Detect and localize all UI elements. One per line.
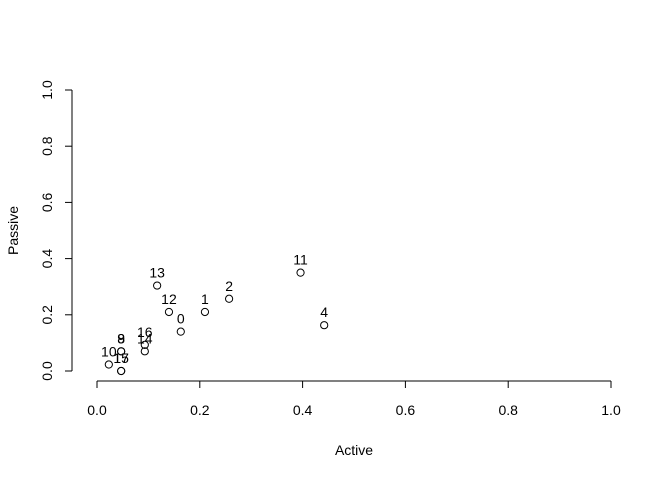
point-label: 9 bbox=[117, 330, 125, 346]
data-point bbox=[117, 366, 126, 376]
x-axis-label: Active bbox=[335, 442, 373, 458]
x-tick-label: 0.6 bbox=[396, 402, 416, 418]
point-label: 11 bbox=[293, 252, 308, 268]
y-ticks: 0.0 0.2 0.4 0.6 0.8 1.0 bbox=[39, 80, 72, 381]
data-point bbox=[296, 268, 305, 277]
y-tick-label: 0.4 bbox=[39, 249, 55, 269]
point-label: 4 bbox=[320, 304, 328, 320]
x-ticks: 0.0 0.2 0.4 0.6 0.8 1.0 bbox=[87, 381, 621, 418]
y-tick-label: 1.0 bbox=[39, 80, 55, 100]
data-point bbox=[104, 360, 113, 369]
data-point bbox=[224, 294, 234, 303]
point-label: 15 bbox=[113, 350, 129, 366]
data-point bbox=[200, 307, 210, 317]
point-label: 16 bbox=[137, 324, 153, 340]
data-points bbox=[104, 268, 329, 376]
y-tick-label: 0.2 bbox=[39, 305, 55, 325]
y-axis-label: Passive bbox=[5, 206, 21, 255]
x-tick-label: 0.0 bbox=[87, 402, 107, 418]
point-label: 0 bbox=[177, 311, 185, 327]
point-label: 10 bbox=[101, 344, 117, 360]
y-tick-label: 0.8 bbox=[39, 136, 55, 156]
data-point bbox=[140, 340, 149, 349]
axes: 0.0 0.2 0.4 0.6 0.8 1.0 0.0 0.2 0.4 0.6 0.8 1.0 bbox=[39, 80, 621, 418]
x-tick-label: 0.2 bbox=[190, 402, 210, 418]
point-label: 12 bbox=[161, 291, 177, 307]
point-label: 2 bbox=[225, 278, 233, 294]
x-tick-label: 1.0 bbox=[601, 402, 621, 418]
point-label: 14 bbox=[137, 330, 153, 346]
x-tick-label: 0.4 bbox=[293, 402, 313, 418]
y-tick-label: 0.6 bbox=[39, 192, 55, 212]
y-tick-label: 0.0 bbox=[39, 361, 55, 381]
point-label: 13 bbox=[149, 265, 165, 281]
point-label: 1 bbox=[201, 291, 209, 307]
data-point bbox=[140, 347, 149, 356]
point-label: 8 bbox=[117, 330, 125, 346]
x-tick-label: 0.8 bbox=[498, 402, 518, 418]
data-point bbox=[117, 347, 126, 356]
data-point bbox=[164, 307, 174, 317]
data-point bbox=[176, 327, 185, 336]
point-label: 17 bbox=[113, 350, 129, 366]
data-point bbox=[153, 281, 162, 290]
data-point bbox=[320, 321, 329, 330]
